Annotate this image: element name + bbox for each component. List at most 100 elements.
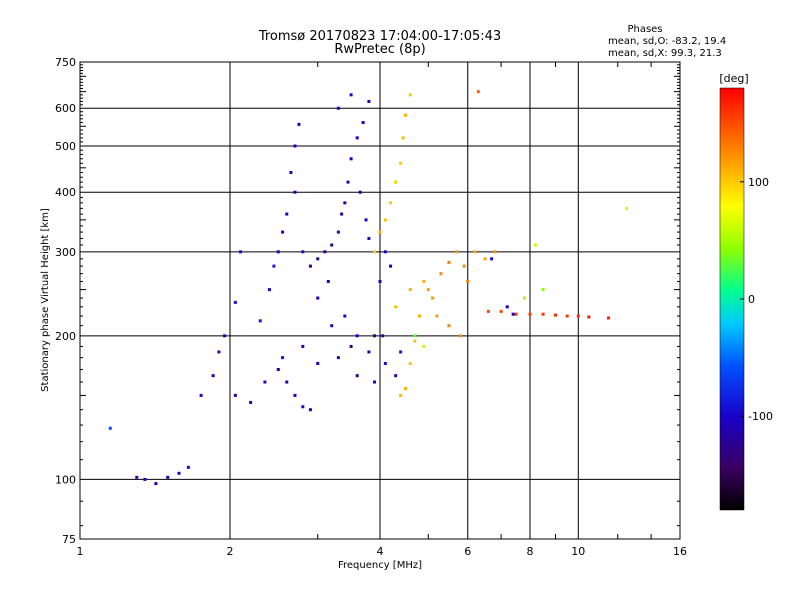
data-point bbox=[355, 334, 359, 338]
chart-subtitle: RwPretec (8p) bbox=[334, 42, 425, 57]
data-point bbox=[511, 312, 515, 316]
y-tick-label: 100 bbox=[55, 473, 76, 486]
stats-o-line: mean, sd,O: -83.2, 19.4 bbox=[608, 36, 726, 47]
data-point bbox=[349, 93, 353, 97]
data-point bbox=[625, 206, 629, 210]
data-point bbox=[316, 361, 320, 365]
data-point bbox=[326, 279, 330, 283]
data-point bbox=[323, 250, 327, 254]
data-point bbox=[108, 426, 112, 430]
data-point bbox=[223, 334, 227, 338]
y-tick-label: 300 bbox=[55, 246, 76, 259]
y-tick-label: 600 bbox=[55, 102, 76, 115]
data-point bbox=[297, 122, 301, 126]
data-point bbox=[528, 312, 532, 316]
data-point bbox=[483, 257, 487, 261]
data-point bbox=[541, 288, 545, 292]
data-point bbox=[576, 314, 580, 318]
data-point bbox=[199, 393, 203, 397]
data-point bbox=[135, 475, 139, 479]
data-point bbox=[301, 405, 305, 409]
data-point bbox=[340, 212, 344, 216]
data-point bbox=[505, 305, 509, 309]
y-tick-label: 400 bbox=[55, 186, 76, 199]
data-point bbox=[413, 334, 417, 338]
y-tick-label: 200 bbox=[55, 330, 76, 343]
data-point bbox=[373, 334, 377, 338]
data-point bbox=[143, 477, 147, 481]
data-point bbox=[285, 380, 289, 384]
data-point bbox=[413, 339, 417, 343]
plot-area: 1 2 4 6 8 10 16 75 100 200 300 400 500 600 750 bbox=[55, 56, 687, 558]
data-point bbox=[417, 314, 421, 318]
data-point bbox=[378, 279, 382, 283]
x-tick-label: 16 bbox=[673, 545, 687, 558]
data-point bbox=[389, 264, 393, 268]
data-point bbox=[383, 218, 387, 222]
x-tick-label: 2 bbox=[227, 545, 234, 558]
data-point bbox=[381, 334, 385, 338]
data-point bbox=[607, 316, 611, 320]
data-point bbox=[367, 236, 371, 240]
data-point bbox=[447, 324, 451, 328]
x-tick-label: 6 bbox=[464, 545, 471, 558]
data-point bbox=[272, 264, 276, 268]
x-axis-label: Frequency [MHz] bbox=[338, 560, 422, 571]
data-point bbox=[523, 296, 527, 300]
grid-lines bbox=[80, 62, 680, 539]
data-point bbox=[394, 374, 398, 378]
colorbar-ticks: 100 0 -100 bbox=[740, 176, 773, 423]
data-point bbox=[514, 312, 518, 316]
data-point bbox=[367, 350, 371, 354]
data-point bbox=[177, 471, 181, 475]
y-tick-label: 500 bbox=[55, 140, 76, 153]
data-point bbox=[499, 309, 503, 313]
data-point bbox=[358, 190, 362, 194]
data-point bbox=[431, 296, 435, 300]
data-point bbox=[490, 257, 494, 261]
data-point bbox=[233, 300, 237, 304]
data-point bbox=[553, 313, 557, 317]
data-point bbox=[330, 243, 334, 247]
data-point bbox=[330, 324, 334, 328]
data-point bbox=[565, 314, 569, 318]
data-point bbox=[394, 305, 398, 309]
data-point bbox=[587, 315, 591, 319]
data-point bbox=[343, 314, 347, 318]
x-tick-label: 4 bbox=[377, 545, 384, 558]
data-point bbox=[493, 250, 497, 254]
y-axis-label: Stationary phase Virtual Height [km] bbox=[40, 208, 51, 392]
data-point bbox=[211, 374, 215, 378]
data-point bbox=[233, 393, 237, 397]
data-point bbox=[383, 361, 387, 365]
data-point bbox=[408, 93, 412, 97]
data-point bbox=[422, 344, 426, 348]
data-point bbox=[285, 212, 289, 216]
data-point bbox=[258, 319, 262, 323]
colorbar-label: [deg] bbox=[719, 72, 748, 85]
data-point bbox=[355, 374, 359, 378]
data-point bbox=[367, 99, 371, 103]
data-point bbox=[293, 144, 297, 148]
data-point bbox=[308, 264, 312, 268]
data-point bbox=[422, 279, 426, 283]
data-point bbox=[276, 367, 280, 371]
data-point bbox=[166, 475, 170, 479]
colorbar-tick-label: 0 bbox=[748, 293, 755, 306]
data-point bbox=[466, 279, 470, 283]
data-point bbox=[349, 344, 353, 348]
data-point bbox=[301, 250, 305, 254]
data-point bbox=[343, 201, 347, 205]
data-point bbox=[267, 288, 271, 292]
data-point bbox=[154, 482, 158, 486]
data-point bbox=[476, 90, 480, 94]
axis-ticks: 1 2 4 6 8 10 16 75 100 200 300 400 500 600 750 bbox=[55, 56, 687, 558]
data-point bbox=[462, 264, 466, 268]
data-point bbox=[486, 309, 490, 313]
data-point bbox=[276, 250, 280, 254]
y-tick-label: 750 bbox=[55, 56, 76, 69]
data-point bbox=[301, 344, 305, 348]
data-point bbox=[399, 350, 403, 354]
data-point bbox=[403, 387, 407, 391]
